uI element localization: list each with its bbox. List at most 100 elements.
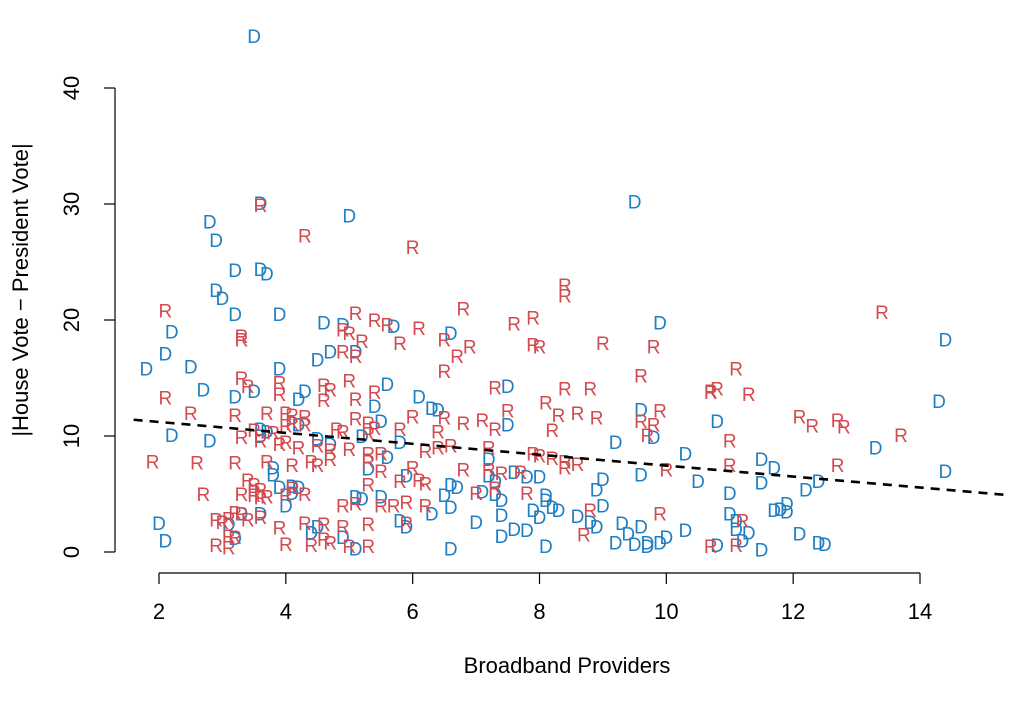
point-r: R [431, 439, 445, 460]
point-d: D [780, 494, 794, 515]
point-d: D [755, 473, 769, 494]
point-r: R [418, 442, 432, 463]
point-r: R [571, 404, 585, 425]
point-d: D [596, 497, 610, 518]
point-r: R [355, 332, 369, 353]
point-d: D [393, 512, 407, 533]
point-d: D [640, 534, 654, 555]
point-d: D [273, 360, 287, 381]
point-r: R [533, 447, 547, 468]
point-d: D [438, 486, 452, 507]
point-d: D [292, 415, 306, 436]
point-r: R [254, 508, 268, 529]
point-d: D [311, 350, 325, 371]
point-r: R [438, 362, 452, 383]
point-r: R [361, 476, 375, 497]
point-r: R [260, 404, 274, 425]
point-d: D [818, 535, 832, 556]
point-r: R [640, 426, 654, 447]
point-d: D [158, 345, 172, 366]
point-r: R [659, 461, 673, 482]
y-tick-label: 0 [59, 546, 84, 558]
point-r: R [533, 338, 547, 359]
point-r: R [488, 378, 502, 399]
point-r: R [805, 417, 819, 438]
point-d: D [273, 305, 287, 326]
point-d: D [938, 462, 952, 483]
point-r: R [247, 421, 261, 442]
point-r: R [361, 537, 375, 558]
point-d: D [799, 480, 813, 501]
point-r: R [831, 456, 845, 477]
point-r: R [235, 331, 249, 352]
point-d: D [184, 357, 198, 378]
point-r: R [526, 335, 540, 356]
point-r: R [590, 408, 604, 429]
point-d: D [609, 433, 623, 454]
point-d: D [361, 459, 375, 480]
point-r: R [837, 418, 851, 439]
point-d: D [640, 537, 654, 558]
point-d: D [932, 392, 946, 413]
point-r: R [336, 342, 350, 363]
point-d: D [336, 528, 350, 549]
point-d: D [482, 466, 496, 487]
point-d: D [545, 498, 559, 519]
point-d: D [197, 381, 211, 402]
point-d: D [710, 412, 724, 433]
point-d: D [634, 465, 648, 486]
point-d: D [539, 491, 553, 512]
point-d: D [380, 375, 394, 396]
point-d: D [533, 508, 547, 529]
point-d: D [317, 313, 331, 334]
point-r: R [488, 479, 502, 500]
x-tick-label: 10 [654, 599, 678, 624]
point-r: R [457, 414, 471, 435]
point-r: R [545, 449, 559, 470]
point-r: R [241, 377, 255, 398]
point-d: D [678, 521, 692, 542]
point-d: D [349, 487, 363, 508]
point-r: R [596, 334, 610, 355]
point-r: R [235, 327, 249, 348]
point-d: D [311, 517, 325, 538]
point-d: D [450, 478, 464, 499]
point-d: D [469, 513, 483, 534]
point-r: R [342, 324, 356, 345]
point-r: R [444, 436, 458, 457]
point-d: D [152, 514, 166, 535]
point-d: D [425, 399, 439, 420]
y-tick-label: 40 [59, 76, 84, 100]
point-r: R [273, 519, 287, 540]
point-r: R [361, 453, 375, 474]
point-d: D [507, 520, 521, 541]
x-tick-label: 2 [153, 599, 165, 624]
point-d: D [336, 316, 350, 337]
point-r: R [387, 497, 401, 518]
point-r: R [222, 527, 236, 548]
point-r: R [298, 226, 312, 247]
point-r: R [558, 458, 572, 479]
point-r: R [710, 379, 724, 400]
point-r: R [653, 505, 667, 526]
point-d: D [539, 486, 553, 507]
point-r: R [729, 536, 743, 557]
point-r: R [469, 484, 483, 505]
point-r: R [368, 383, 382, 404]
point-r: R [304, 536, 318, 557]
point-r: R [292, 439, 306, 460]
point-r: R [406, 458, 420, 479]
x-axis-title: Broadband Providers [464, 653, 671, 678]
point-r: R [184, 404, 198, 425]
point-r: R [545, 421, 559, 442]
point-r: R [241, 471, 255, 492]
point-r: R [342, 371, 356, 392]
point-r: R [285, 456, 299, 477]
point-r: R [514, 463, 528, 484]
x-axis-ticks: 2 4 6 8 10 12 14 [153, 573, 932, 624]
point-d: D [583, 513, 597, 534]
point-d: D [254, 505, 268, 526]
point-r: R [729, 360, 743, 381]
point-r: R [476, 411, 490, 432]
